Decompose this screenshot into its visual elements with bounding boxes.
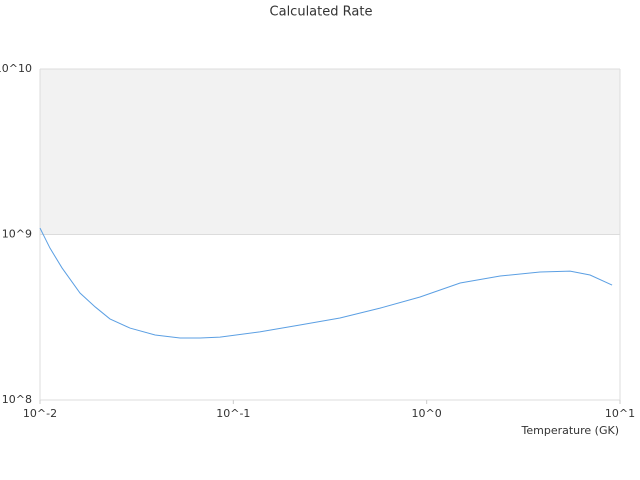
x-tick-label: 10^-1: [216, 407, 250, 420]
y-tick-label: 10^9: [2, 228, 32, 241]
x-tick-label: 10^0: [412, 407, 442, 420]
x-tick-label: 10^1: [605, 407, 635, 420]
plot-band: [40, 69, 620, 235]
x-axis-label: Temperature (GK): [521, 424, 620, 437]
data-line: [39, 227, 613, 339]
x-tick-label: 10^-2: [23, 407, 57, 420]
chart-title: Calculated Rate: [270, 5, 373, 20]
y-tick-label: 10^8: [2, 393, 32, 406]
y-tick-label: 10^10: [0, 62, 32, 75]
